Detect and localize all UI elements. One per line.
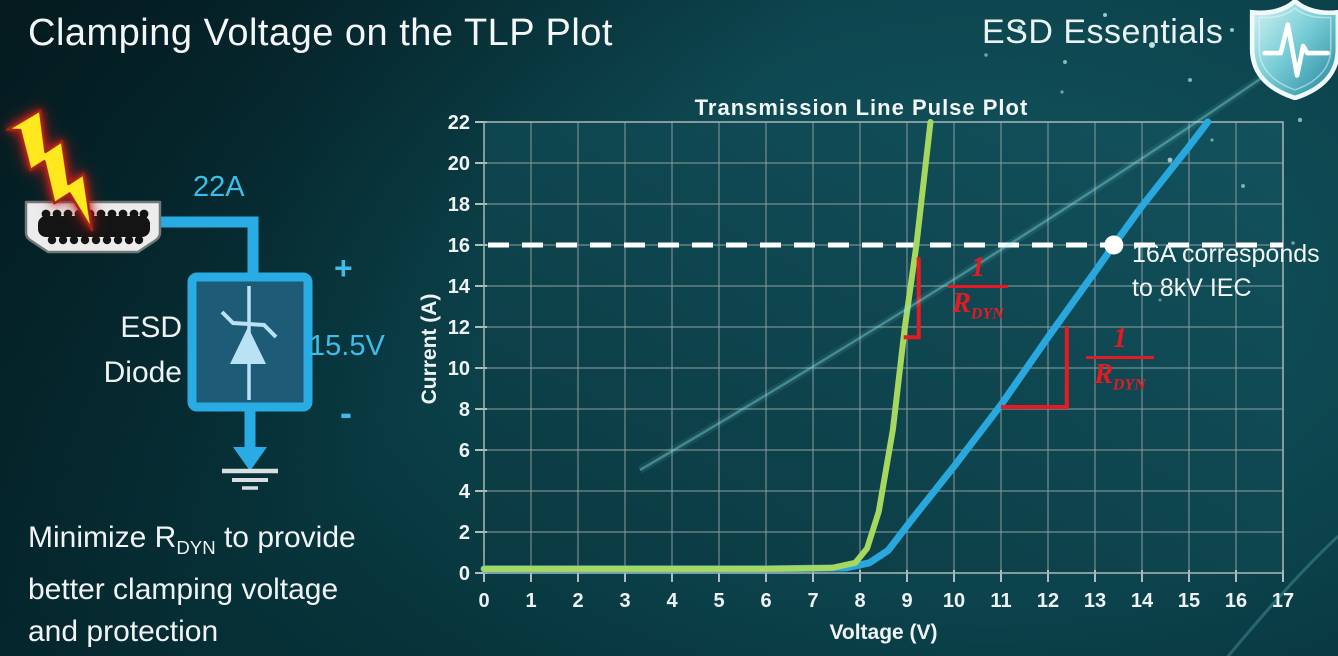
svg-text:10: 10 xyxy=(943,590,965,612)
svg-text:5: 5 xyxy=(713,590,724,612)
svg-text:17: 17 xyxy=(1272,590,1294,612)
footer-note-line2: better clamping voltage xyxy=(28,573,339,606)
fraction-bar xyxy=(948,285,1008,288)
marker-annotation-line2: to 8kV IEC xyxy=(1132,274,1252,302)
esd-diode-box xyxy=(187,272,313,412)
svg-text:9: 9 xyxy=(901,590,912,612)
svg-text:13: 13 xyxy=(1084,590,1106,612)
shield-pulse-icon xyxy=(1249,0,1338,100)
esd-diode-label-line2: Diode xyxy=(103,356,182,389)
svg-text:2: 2 xyxy=(572,590,583,612)
svg-text:8: 8 xyxy=(854,590,865,612)
svg-text:18: 18 xyxy=(448,194,470,216)
zener-diode-icon xyxy=(220,286,278,400)
svg-text:2: 2 xyxy=(459,522,470,544)
svg-text:4: 4 xyxy=(459,481,471,503)
svg-text:11: 11 xyxy=(990,590,1011,612)
tlp-chart-canvas: 0 1 2 3 4 5 6 7 8 9 10 11 12 13 14 15 16 1702468101214161… xyxy=(448,112,1294,612)
svg-text:0: 0 xyxy=(459,563,470,585)
svg-text:12: 12 xyxy=(1037,590,1059,612)
svg-text:1: 1 xyxy=(525,590,536,612)
svg-text:0: 0 xyxy=(478,590,489,612)
svg-text:8: 8 xyxy=(459,399,470,421)
svg-text:10: 10 xyxy=(448,358,470,380)
surge-wire xyxy=(158,216,259,286)
svg-text:15: 15 xyxy=(1178,590,1200,612)
svg-text:4: 4 xyxy=(666,590,678,612)
svg-text:7: 7 xyxy=(807,590,818,612)
hdmi-connector-icon xyxy=(24,200,162,254)
footer-note: Minimize RDYN to provide better clamping… xyxy=(28,517,356,653)
svg-text:16: 16 xyxy=(448,235,470,257)
svg-text:20: 20 xyxy=(448,153,470,175)
svg-text:22: 22 xyxy=(448,112,470,134)
ground-icon xyxy=(222,468,278,490)
marker-annotation-line1: 16A corresponds xyxy=(1132,240,1320,268)
svg-text:16: 16 xyxy=(1225,590,1247,612)
rdyn-slope-label-blue: 1 RDYN xyxy=(1086,325,1154,401)
esd-diode-label-line1: ESD xyxy=(120,311,182,344)
esd-circuit-diagram xyxy=(6,109,313,490)
chart-title: Transmission Line Pulse Plot xyxy=(694,95,1029,120)
polarity-plus-label: + xyxy=(334,250,353,286)
svg-text:3: 3 xyxy=(619,590,630,612)
polarity-minus-label: - xyxy=(340,392,352,433)
arrow-down-icon xyxy=(233,447,267,471)
page-title: Clamping Voltage on the TLP Plot xyxy=(28,12,613,54)
svg-text:6: 6 xyxy=(760,590,771,612)
surge-current-label: 22A xyxy=(193,171,245,203)
footer-note-line1: Minimize RDYN to provide xyxy=(28,521,356,558)
clamp-voltage-label: 15.5V xyxy=(309,330,385,362)
rdyn-slope-label-green: 1 RDYN xyxy=(948,254,1008,330)
brand-name: ESD Essentials xyxy=(982,13,1224,51)
svg-text:14: 14 xyxy=(1131,590,1154,612)
x-axis-label: Voltage (V) xyxy=(829,621,938,644)
fraction-bar xyxy=(1086,356,1154,359)
svg-text:12: 12 xyxy=(448,317,470,339)
svg-text:14: 14 xyxy=(448,276,471,298)
svg-text:6: 6 xyxy=(459,440,470,462)
marker-annotation: 16A corresponds to 8kV IEC xyxy=(1132,237,1320,305)
y-axis-label: Current (A) xyxy=(418,293,441,405)
esd-diode-label: ESD Diode xyxy=(80,305,182,395)
lightning-bolt-icon xyxy=(6,109,94,232)
footer-note-line3: and protection xyxy=(28,615,219,648)
